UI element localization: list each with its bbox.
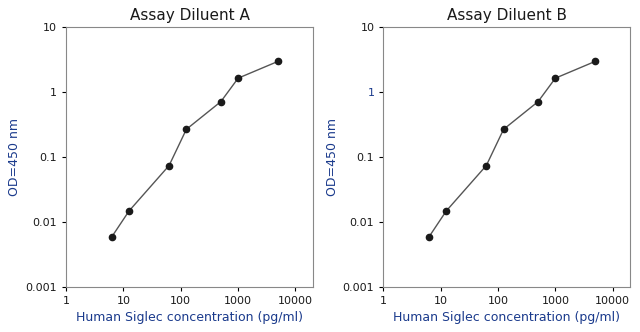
X-axis label: Human Siglec concentration (pg/ml): Human Siglec concentration (pg/ml): [393, 311, 620, 324]
X-axis label: Human Siglec concentration (pg/ml): Human Siglec concentration (pg/ml): [76, 311, 303, 324]
Title: Assay Diluent A: Assay Diluent A: [129, 8, 250, 23]
Title: Assay Diluent B: Assay Diluent B: [447, 8, 566, 23]
Y-axis label: OD=450 nm: OD=450 nm: [326, 119, 339, 196]
Y-axis label: OD=450 nm: OD=450 nm: [8, 119, 21, 196]
